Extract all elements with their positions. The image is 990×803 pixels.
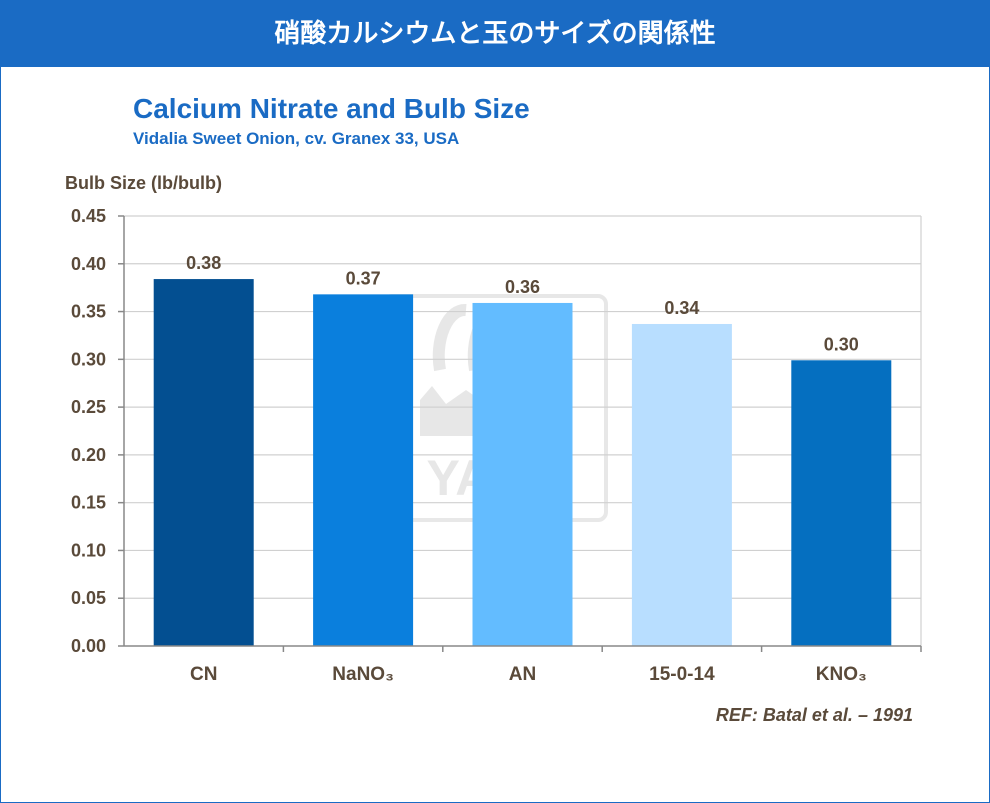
bar-1 (313, 294, 414, 646)
y-tick-label: 0.00 (71, 636, 106, 656)
y-tick-label: 0.30 (71, 349, 106, 369)
y-axis-label: Bulb Size (lb/bulb) (65, 173, 222, 193)
y-tick-label: 0.25 (71, 397, 106, 417)
y-tick-label: 0.10 (71, 540, 106, 560)
page-banner: 硝酸カルシウムと玉のサイズの関係性 (1, 1, 989, 67)
y-tick-label: 0.45 (71, 206, 106, 226)
bar-2 (472, 302, 573, 646)
y-tick-label: 0.20 (71, 445, 106, 465)
y-tick-label: 0.40 (71, 254, 106, 274)
data-label: 0.34 (664, 298, 699, 318)
x-category-label: 15-0-14 (649, 664, 715, 685)
bar-0 (153, 279, 254, 646)
chart-title: Calcium Nitrate and Bulb Size (133, 93, 530, 124)
y-tick-label: 0.35 (71, 302, 106, 322)
x-category-label: AN (509, 664, 536, 685)
y-tick-label: 0.05 (71, 588, 106, 608)
y-tick-label: 0.15 (71, 493, 106, 513)
reference-note: REF: Batal et al. – 1991 (715, 705, 913, 725)
chart-subtitle: Vidalia Sweet Onion, cv. Granex 33, USA (133, 129, 460, 148)
data-label: 0.36 (505, 277, 540, 297)
x-category-label: KNO₃ (816, 664, 867, 685)
x-category-label: CN (190, 664, 217, 685)
bar-4 (791, 360, 892, 646)
data-label: 0.30 (824, 334, 859, 354)
bar-3 (631, 323, 732, 646)
data-label: 0.37 (346, 268, 381, 288)
x-category-label: NaNO₃ (332, 664, 394, 685)
data-label: 0.38 (186, 253, 221, 273)
